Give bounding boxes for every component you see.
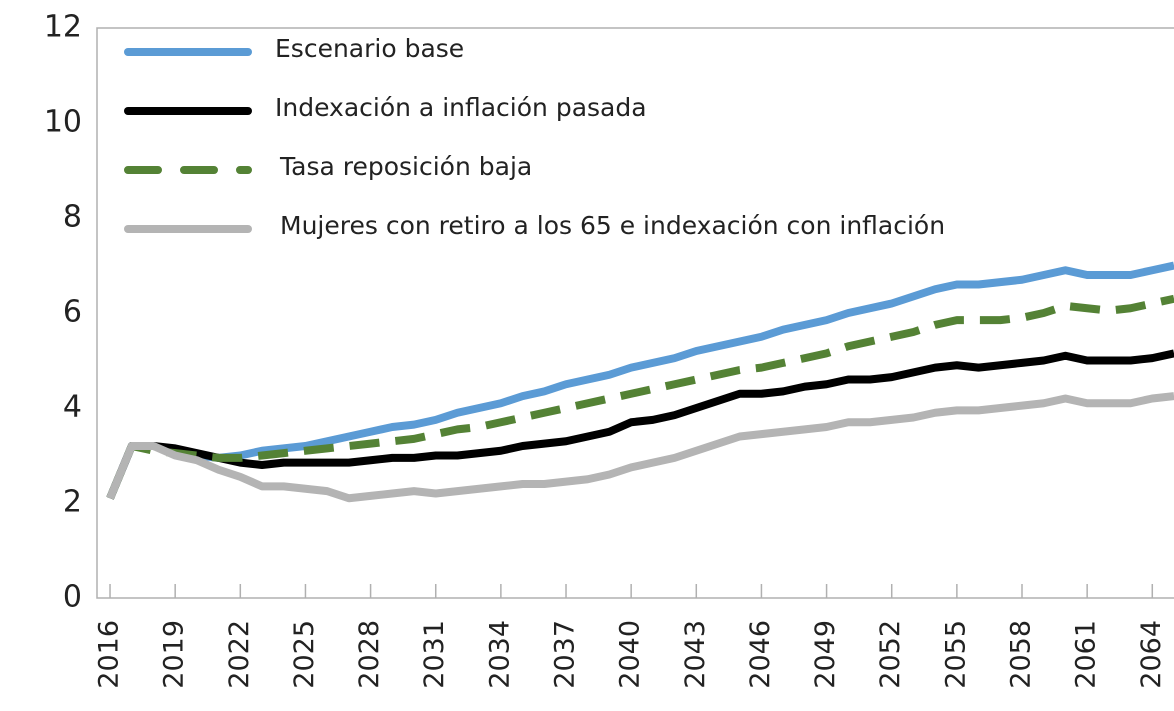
x-tick-label: 2022 (224, 620, 255, 689)
y-tick-label: 4 (63, 390, 82, 425)
x-tick-label: 2058 (1006, 620, 1037, 689)
x-tick-label: 2052 (875, 620, 906, 689)
x-tick-label: 2061 (1071, 620, 1102, 689)
x-tick-label: 2028 (354, 620, 385, 689)
y-tick-label: 10 (44, 105, 82, 140)
series-line (106, 294, 1174, 500)
series-line (106, 261, 1174, 500)
x-tick-label: 2040 (615, 620, 646, 689)
legend-label: Mujeres con retiro a los 65 e indexación… (280, 211, 945, 240)
x-tick-label: 2043 (680, 620, 711, 689)
y-tick-label: 8 (63, 200, 82, 235)
x-tick-label: 2064 (1136, 620, 1167, 689)
x-tick-label: 2037 (550, 620, 581, 689)
series-line (106, 392, 1174, 503)
x-tick-label: 2034 (484, 620, 515, 689)
x-tick-label: 2049 (810, 620, 841, 689)
y-tick-label: 0 (63, 580, 82, 615)
legend-label: Tasa reposición baja (279, 152, 532, 181)
legend-label: Escenario base (275, 34, 464, 63)
y-tick-label: 12 (44, 10, 82, 45)
x-tick-label: 2031 (419, 620, 450, 689)
series-line (106, 349, 1174, 500)
y-tick-label: 6 (63, 295, 82, 330)
x-tick-label: 2016 (94, 620, 125, 689)
plot-frame (96, 27, 1174, 599)
x-tick-label: 2019 (159, 620, 190, 689)
x-tick-label: 2055 (940, 620, 971, 689)
y-tick-label: 2 (63, 485, 82, 520)
x-tick-label: 2025 (289, 620, 320, 689)
x-tick-label: 2046 (745, 620, 776, 689)
legend-label: Indexación a inflación pasada (275, 93, 647, 122)
